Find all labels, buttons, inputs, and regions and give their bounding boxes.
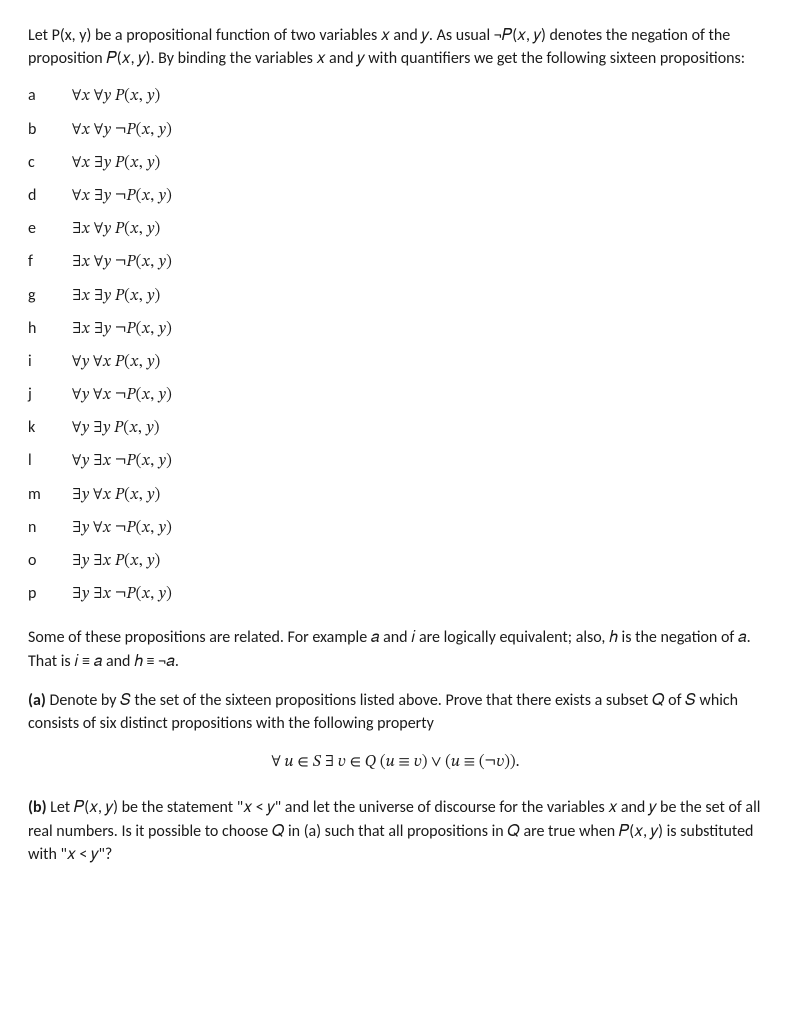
proposition-label: g: [28, 284, 72, 307]
proposition-label: h: [28, 317, 72, 340]
proposition-formula: ∀𝑥 ∃𝑦 ¬𝑃(𝑥, 𝑦): [72, 185, 172, 208]
proposition-row: a∀𝑥 ∀𝑦 𝑃(𝑥, 𝑦): [28, 84, 763, 108]
proposition-row: n∃𝑦 ∀𝑥 ¬𝑃(𝑥, 𝑦): [28, 516, 763, 540]
proposition-formula: ∃𝑥 ∃𝑦 ¬𝑃(𝑥, 𝑦): [72, 318, 172, 341]
proposition-row: d∀𝑥 ∃𝑦 ¬𝑃(𝑥, 𝑦): [28, 184, 763, 208]
proposition-label: m: [28, 483, 72, 506]
part-b-label: (b): [28, 798, 47, 817]
proposition-label: p: [28, 582, 72, 605]
proposition-label: c: [28, 151, 72, 174]
proposition-row: h∃𝑥 ∃𝑦 ¬𝑃(𝑥, 𝑦): [28, 317, 763, 341]
proposition-row: e∃𝑥 ∀𝑦 𝑃(𝑥, 𝑦): [28, 217, 763, 241]
proposition-formula: ∃𝑦 ∃𝑥 ¬𝑃(𝑥, 𝑦): [72, 583, 172, 606]
proposition-formula: ∀𝑦 ∀𝑥 ¬𝑃(𝑥, 𝑦): [72, 384, 172, 407]
proposition-row: m∃𝑦 ∀𝑥 𝑃(𝑥, 𝑦): [28, 483, 763, 507]
proposition-label: j: [28, 383, 72, 406]
part-a-label: (a): [28, 691, 46, 710]
proposition-formula: ∀𝑦 ∃𝑦 𝑃(𝑥, 𝑦): [72, 417, 160, 440]
proposition-label: f: [28, 250, 72, 273]
proposition-row: k∀𝑦 ∃𝑦 𝑃(𝑥, 𝑦): [28, 416, 763, 440]
proposition-label: a: [28, 84, 72, 107]
proposition-label: d: [28, 184, 72, 207]
part-b-text: Let 𝑃(𝑥, 𝑦) be the statement "𝑥 < 𝑦" and…: [28, 798, 760, 863]
proposition-row: o∃𝑦 ∃𝑥 𝑃(𝑥, 𝑦): [28, 549, 763, 573]
proposition-label: l: [28, 449, 72, 472]
proposition-label: e: [28, 217, 72, 240]
proposition-row: i∀𝑦 ∀𝑥 𝑃(𝑥, 𝑦): [28, 350, 763, 374]
intro-paragraph: Let P(x, y) be a propositional function …: [28, 24, 763, 70]
proposition-formula: ∃𝑦 ∀𝑥 ¬𝑃(𝑥, 𝑦): [72, 517, 172, 540]
proposition-row: f∃𝑥 ∀𝑦 ¬𝑃(𝑥, 𝑦): [28, 250, 763, 274]
proposition-row: p∃𝑦 ∃𝑥 ¬𝑃(𝑥, 𝑦): [28, 582, 763, 606]
proposition-label: b: [28, 118, 72, 141]
proposition-formula: ∃𝑥 ∀𝑦 𝑃(𝑥, 𝑦): [72, 218, 160, 241]
proposition-label: i: [28, 350, 72, 373]
proposition-label: o: [28, 549, 72, 572]
proposition-row: g∃𝑥 ∃𝑦 𝑃(𝑥, 𝑦): [28, 284, 763, 308]
proposition-row: c∀𝑥 ∃𝑦 𝑃(𝑥, 𝑦): [28, 151, 763, 175]
proposition-formula: ∀𝑥 ∃𝑦 𝑃(𝑥, 𝑦): [72, 152, 160, 175]
part-b: (b) Let 𝑃(𝑥, 𝑦) be the statement "𝑥 < 𝑦"…: [28, 796, 763, 866]
proposition-list: a∀𝑥 ∀𝑦 𝑃(𝑥, 𝑦)b∀𝑥 ∀𝑦 ¬𝑃(𝑥, 𝑦)c∀𝑥 ∃𝑦 𝑃(𝑥,…: [28, 84, 763, 606]
proposition-formula: ∃𝑥 ∃𝑦 𝑃(𝑥, 𝑦): [72, 285, 160, 308]
proposition-label: n: [28, 516, 72, 539]
proposition-row: l∀𝑦 ∃𝑥 ¬𝑃(𝑥, 𝑦): [28, 449, 763, 473]
part-a-formula: ∀ 𝑢 ∈ 𝑆 ∃ 𝑣 ∈ 𝑄 (𝑢 ≡ 𝑣) ∨ (𝑢 ≡ (¬𝑣)).: [28, 751, 763, 774]
part-a: (a) Denote by 𝑆 the set of the sixteen p…: [28, 689, 763, 735]
part-a-text: Denote by 𝑆 the set of the sixteen propo…: [28, 691, 738, 733]
proposition-formula: ∃𝑦 ∃𝑥 𝑃(𝑥, 𝑦): [72, 550, 160, 573]
proposition-label: k: [28, 416, 72, 439]
proposition-row: b∀𝑥 ∀𝑦 ¬𝑃(𝑥, 𝑦): [28, 118, 763, 142]
proposition-formula: ∀𝑦 ∀𝑥 𝑃(𝑥, 𝑦): [72, 351, 160, 374]
proposition-formula: ∀𝑥 ∀𝑦 ¬𝑃(𝑥, 𝑦): [72, 119, 172, 142]
proposition-formula: ∃𝑥 ∀𝑦 ¬𝑃(𝑥, 𝑦): [72, 251, 172, 274]
proposition-formula: ∀𝑥 ∀𝑦 𝑃(𝑥, 𝑦): [72, 85, 160, 108]
proposition-formula: ∃𝑦 ∀𝑥 𝑃(𝑥, 𝑦): [72, 484, 160, 507]
relation-note: Some of these propositions are related. …: [28, 626, 763, 672]
proposition-formula: ∀𝑦 ∃𝑥 ¬𝑃(𝑥, 𝑦): [72, 450, 172, 473]
proposition-row: j∀𝑦 ∀𝑥 ¬𝑃(𝑥, 𝑦): [28, 383, 763, 407]
